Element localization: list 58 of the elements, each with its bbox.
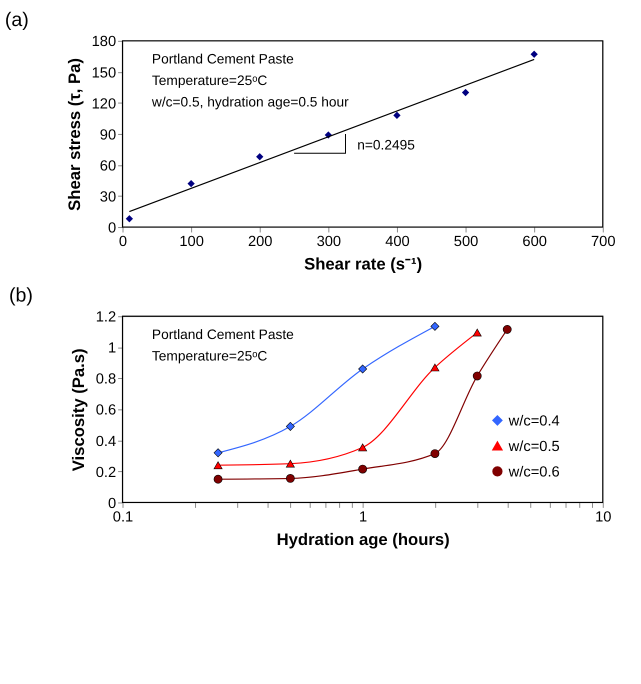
x-tick-label: 200 bbox=[248, 234, 272, 250]
y-tick-label: 1 bbox=[108, 340, 116, 357]
y-tick-label: 0.6 bbox=[96, 402, 116, 419]
x-tick-label: 0.1 bbox=[112, 510, 134, 526]
y-tick-label: 1.2 bbox=[96, 310, 116, 326]
y-tick-label: 0.2 bbox=[96, 464, 116, 481]
legend-label: w/c=0.4 bbox=[508, 413, 560, 430]
chart-title: (b) bbox=[8, 284, 33, 307]
point bbox=[286, 422, 295, 431]
legend-label: w/c=0.6 bbox=[508, 464, 560, 480]
y-tick-label: 120 bbox=[92, 96, 116, 112]
y-tick-label: 0.4 bbox=[96, 434, 116, 450]
point bbox=[430, 449, 440, 458]
y-axis-title: Shear stress (τ, Pa) bbox=[64, 58, 84, 211]
x-tick-label: 700 bbox=[591, 234, 616, 250]
x-tick-label: 100 bbox=[179, 234, 204, 250]
x-tick-label: 0 bbox=[118, 234, 128, 250]
annotation: Portland Cement Paste bbox=[152, 326, 294, 342]
point bbox=[214, 448, 222, 458]
annotation: Portland Cement Paste bbox=[152, 51, 294, 66]
annotation: n=0.2495 bbox=[357, 138, 416, 153]
point bbox=[462, 88, 470, 96]
annotation: Temperature=25ᵒC bbox=[152, 348, 268, 364]
annotation: w/c=0.5, hydration age=0.5 hour bbox=[150, 94, 350, 110]
point bbox=[530, 50, 538, 58]
x-tick-label: 600 bbox=[522, 234, 547, 250]
x-tick-label: 1 bbox=[359, 510, 368, 526]
y-tick-label: 180 bbox=[92, 34, 116, 50]
point bbox=[286, 474, 295, 483]
y-tick-label: 90 bbox=[100, 127, 116, 144]
y-tick-label: 60 bbox=[100, 158, 116, 174]
point bbox=[430, 322, 440, 331]
x-tick-label: 10 bbox=[595, 510, 612, 526]
annotation: Temperature=25ᵒC bbox=[152, 72, 268, 88]
legend-label: w/c=0.5 bbox=[508, 438, 560, 455]
point bbox=[393, 112, 401, 119]
point bbox=[430, 364, 440, 372]
y-tick-label: 0 bbox=[108, 220, 116, 236]
point bbox=[358, 444, 368, 452]
y-tick-label: 0.8 bbox=[96, 372, 116, 388]
point bbox=[214, 461, 222, 470]
chart-title: (a) bbox=[4, 9, 29, 32]
point bbox=[358, 364, 368, 374]
point bbox=[286, 460, 295, 468]
point bbox=[214, 474, 222, 484]
x-axis-title: Hydration age (hours) bbox=[276, 530, 450, 550]
x-axis-title: Shear rate (s⁻¹) bbox=[304, 254, 422, 274]
y-tick-label: 0 bbox=[108, 496, 116, 512]
y-tick-label: 150 bbox=[92, 65, 116, 82]
x-tick-label: 300 bbox=[316, 234, 342, 250]
x-tick-label: 400 bbox=[385, 234, 410, 250]
point bbox=[187, 180, 195, 188]
point bbox=[358, 464, 368, 474]
x-tick-label: 500 bbox=[454, 234, 478, 250]
y-tick-label: 30 bbox=[100, 189, 116, 206]
point bbox=[126, 215, 134, 222]
y-axis-title: Viscosity (Pa.s) bbox=[68, 348, 88, 472]
point bbox=[256, 153, 264, 160]
